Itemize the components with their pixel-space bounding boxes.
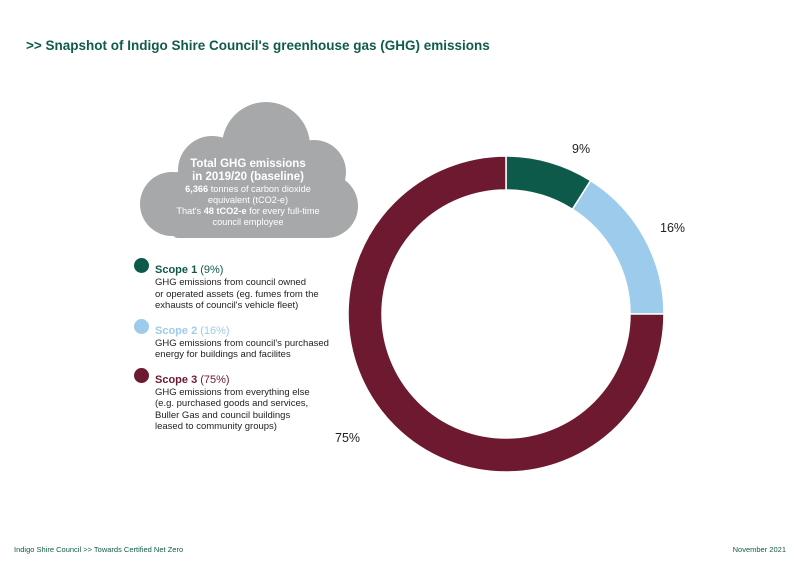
legend-item-scope-2: Scope 2 (16%) GHG emissions from council… [134,318,344,361]
footer-right: November 2021 [732,545,786,554]
legend-dot-scope-1 [134,258,149,273]
legend-desc-line: leased to community groups) [155,421,277,432]
footer-left: Indigo Shire Council >> Towards Certifie… [14,545,184,554]
legend: Scope 1 (9%) GHG emissions from council … [134,258,344,440]
total-emissions-callout: Total GHG emissions in 2019/20 (baseline… [136,100,360,240]
legend-title-scope-2: Scope 2 (16%) [155,324,230,337]
donut-slice-scope-3 [347,155,665,473]
legend-desc-line: GHG emissions from everything else [155,386,310,398]
cloud-line-1: 6,366 tonnes of carbon dioxide [185,184,311,194]
cloud-heading-line-2: in 2019/20 (baseline) [192,171,304,183]
data-label-scope-1: 9% [572,142,590,156]
legend-desc-line: Buller Gas and council buildings [155,409,291,421]
cloud-line-4: council employee [212,217,284,227]
legend-dot-scope-2 [134,318,149,334]
legend-desc-line: GHG emissions from council owned [155,277,306,288]
legend-item-scope-3: Scope 3 (75%) GHG emissions from everyth… [134,367,344,433]
legend-title-scope-1: Scope 1 (9%) [155,264,224,276]
cloud-line-3: That's 48 tCO2-e for every full-time [176,206,320,216]
legend-desc-line: or operated assets (eg. fumes from the [155,288,319,300]
donut-slice-scope-2 [571,179,665,315]
data-label-scope-2: 16% [660,221,685,235]
legend-desc-line: (e.g. purchased goods and services, [155,398,309,409]
cloud-heading-line-1: Total GHG emissions [190,158,306,170]
cloud-line-2: equivalent (tCO2-e) [207,195,289,205]
legend-title-scope-3: Scope 3 (75%) [155,373,230,386]
cloud-shape [140,102,358,238]
legend-item-scope-1: Scope 1 (9%) GHG emissions from council … [134,258,344,312]
data-label-scope-3: 75% [335,431,360,445]
legend-desc-line: GHG emissions from council's purchased [155,337,329,349]
legend-dot-scope-3 [134,367,149,383]
legend-desc-line: exhausts of council's vehicle fleet) [155,300,299,311]
page-title: >> Snapshot of Indigo Shire Council's gr… [26,38,490,53]
legend-desc-line: energy for buildings and facilites [155,349,291,360]
